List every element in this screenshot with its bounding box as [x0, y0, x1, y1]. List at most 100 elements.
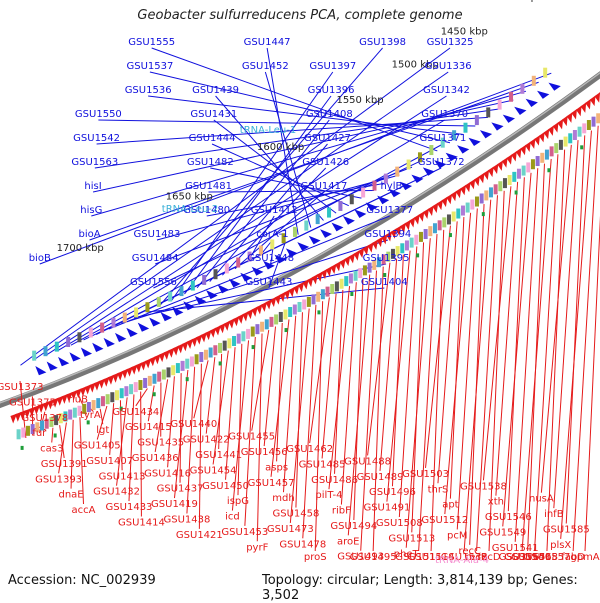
cog-category-block [543, 68, 547, 78]
cog-category-block [55, 342, 59, 352]
gc-skew-mark [416, 253, 419, 257]
forward-gene-arrow [343, 216, 355, 225]
leader-line [212, 144, 349, 206]
cog-category-block [124, 386, 128, 396]
cog-category-block [484, 190, 488, 200]
leader-line [322, 294, 336, 459]
cog-category-block [349, 273, 353, 283]
forward-gene-arrow [161, 312, 172, 321]
cog-category-block [335, 281, 339, 291]
leader-line [554, 140, 578, 508]
cog-category-block [157, 297, 161, 307]
cog-category-block [531, 159, 535, 169]
cog-category-block [486, 107, 490, 117]
cog-category-block [326, 287, 330, 297]
cog-category-block [199, 352, 203, 362]
cog-category-block [461, 206, 465, 216]
gc-skew-mark [515, 190, 518, 194]
cog-category-block [564, 137, 568, 147]
gene-label: xth [488, 497, 504, 508]
cog-category-block [73, 408, 77, 418]
gene-label: GSU1393 [35, 474, 82, 485]
gene-label: GSU1513 [388, 533, 435, 544]
gene-label: GSU1508 [376, 518, 423, 529]
cog-category-block [274, 314, 278, 324]
gene-label: GSU1546 [485, 512, 532, 523]
cog-category-block [316, 292, 320, 302]
cog-category-block [536, 156, 540, 166]
cog-category-block [340, 279, 344, 289]
cog-category-block [100, 323, 104, 333]
forward-gene-arrow [206, 290, 218, 299]
gene-label: lgt [96, 425, 109, 436]
leader-line [335, 290, 343, 474]
cog-category-block [587, 120, 591, 130]
gene-label: GSU1373 [0, 382, 43, 393]
cog-category-block [129, 384, 133, 394]
cog-category-block [568, 133, 572, 143]
forward-gene-arrow [115, 333, 126, 342]
cog-category-block [363, 265, 367, 275]
gene-label: plsX [550, 540, 571, 551]
gc-skew-mark [153, 392, 156, 396]
leader-line [296, 312, 303, 507]
cog-category-block [255, 324, 259, 334]
gene-label: GSU1444 [189, 133, 236, 144]
gene-label: GSU1491 [363, 503, 410, 514]
cog-category-block [424, 229, 428, 239]
cog-category-block [283, 309, 287, 319]
gene-label: GSU1549 [479, 527, 526, 538]
gene-label: asps [265, 462, 288, 473]
gc-skew-mark [54, 433, 57, 437]
cog-category-block [419, 232, 423, 242]
cog-category-block [213, 345, 217, 355]
cog-category-block [195, 354, 199, 364]
cog-category-block [428, 226, 432, 236]
cog-category-block [466, 203, 470, 213]
cog-category-block [498, 100, 502, 110]
forward-gene-arrow [69, 352, 80, 361]
trna-label: tRNA-Leu-2 [162, 204, 218, 215]
cog-category-block [475, 115, 479, 125]
cog-category-block [433, 223, 437, 233]
cog-category-block [241, 331, 245, 341]
gene-label: GSU1478 [279, 539, 326, 550]
cog-category-block [452, 211, 456, 221]
leader-line [541, 145, 571, 493]
cog-category-block [157, 372, 161, 382]
forward-gene-arrow [491, 122, 503, 130]
leader-line [348, 275, 369, 536]
gene-label: GSU1378 [21, 413, 68, 424]
gc-skew-mark [580, 145, 583, 149]
cog-category-block [145, 302, 149, 312]
gene-label: gpmA [570, 552, 599, 563]
cog-category-block [246, 329, 250, 339]
gene-label: icd [225, 512, 240, 523]
forward-gene-arrow [537, 91, 549, 99]
forward-gene-arrow [149, 317, 160, 326]
gene-label: GSU1433 [106, 502, 153, 513]
gene-label: nusA [529, 494, 554, 505]
cog-category-block [32, 351, 36, 361]
cog-category-block [89, 327, 93, 337]
cog-category-block [202, 275, 206, 285]
gene-label: ispG [227, 496, 249, 507]
gene-label: GSU1426 [302, 157, 349, 168]
gene-label: GSU1417 [301, 181, 348, 192]
cog-category-block [204, 350, 208, 360]
gene-label: GSU1407 [86, 456, 133, 467]
leader-line [419, 234, 437, 551]
gene-label: mdh [272, 493, 294, 504]
gene-label: rluB [68, 394, 88, 405]
cog-category-block [582, 123, 586, 133]
cog-category-block [68, 410, 72, 420]
leader-line [426, 226, 451, 468]
cog-category-block [191, 281, 195, 291]
forward-gene-arrow [332, 223, 344, 232]
gene-label: GSU1489 [357, 472, 404, 483]
forward-gene-arrow [81, 348, 92, 357]
trna-label: tRNA-Leu-1 [240, 125, 296, 136]
cog-category-block [260, 322, 264, 332]
cog-category-block [338, 201, 342, 211]
cog-category-block [288, 307, 292, 317]
